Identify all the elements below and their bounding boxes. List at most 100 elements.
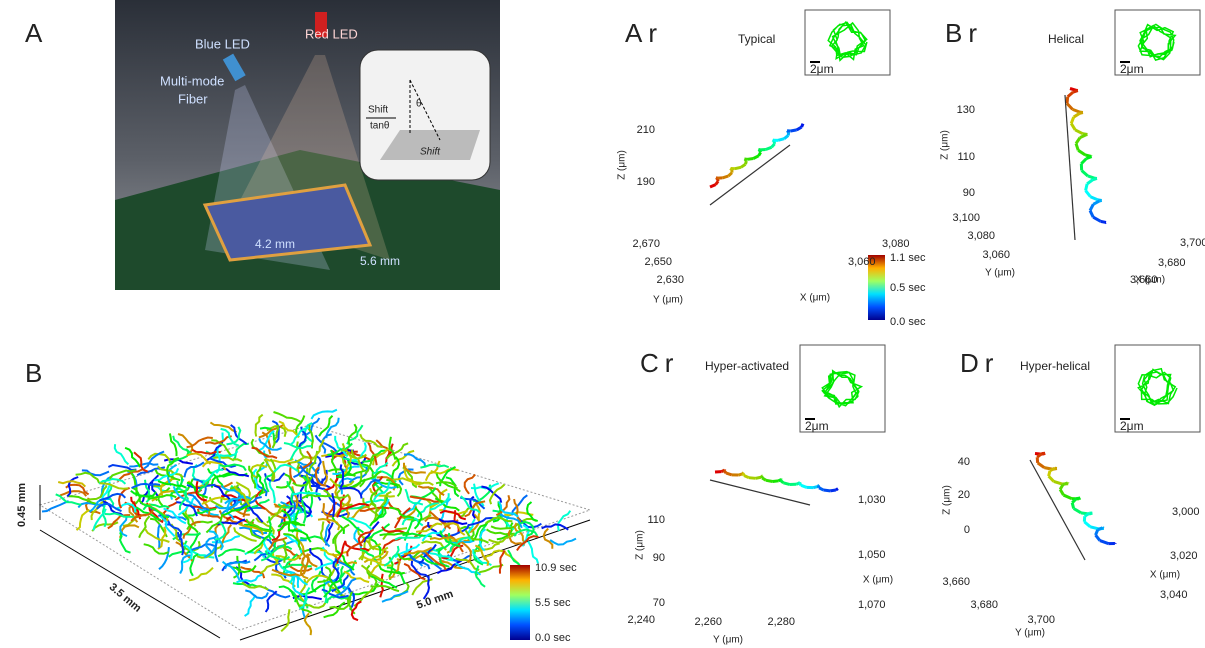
- tick-label: 2,670: [632, 238, 660, 250]
- panel-label: B: [25, 358, 48, 388]
- tick-label: 3,060: [982, 249, 1010, 261]
- tick-label: 2,650: [644, 256, 672, 268]
- track: [159, 547, 169, 569]
- trajectory: [1093, 201, 1099, 204]
- trajectory: [1099, 200, 1102, 201]
- tick-label: 3,100: [952, 212, 980, 224]
- colorbar-label: 0.0 sec: [535, 632, 571, 644]
- trajectory: [1054, 481, 1063, 484]
- trajectory: [1063, 495, 1071, 499]
- track: [87, 486, 107, 500]
- colorbar-label: 0.5 sec: [890, 282, 926, 294]
- trajectory: [735, 167, 741, 168]
- trajectory: [819, 488, 823, 490]
- track: [120, 525, 139, 537]
- track: [115, 444, 129, 464]
- label: Shift: [420, 147, 441, 158]
- axis-label: Y (μm): [1015, 628, 1045, 639]
- trajectory: [773, 481, 779, 482]
- dimension: 5.6 mm: [360, 254, 400, 268]
- trajectory: [762, 478, 766, 480]
- trajectory: [744, 476, 749, 478]
- tick-label: 2,280: [767, 616, 795, 628]
- trajectory: [1067, 97, 1068, 104]
- trajectory: [1076, 498, 1080, 499]
- tick-label: 3,660: [942, 576, 970, 588]
- track: [319, 416, 332, 437]
- axis-label: X (μm): [800, 293, 830, 304]
- trajectory: [724, 471, 726, 473]
- trajectory: [749, 478, 756, 479]
- trajectory: [722, 176, 728, 178]
- trajectory: [741, 164, 746, 167]
- tick-label: 1,030: [858, 494, 886, 506]
- trajectory: [1087, 180, 1093, 184]
- track: [265, 459, 293, 463]
- trajectory: [799, 483, 801, 485]
- trajectory: [1086, 184, 1088, 191]
- dimension: 4.2 mm: [255, 237, 295, 251]
- scale-label: 2μm: [810, 62, 834, 76]
- trajectory: [1078, 150, 1085, 155]
- track: [550, 539, 576, 545]
- trajectory: [772, 144, 775, 147]
- track: [544, 529, 553, 549]
- trajectory: [802, 124, 803, 127]
- trajectory: [1071, 124, 1075, 130]
- axis-label: X (μm): [1150, 570, 1180, 581]
- track: [528, 541, 538, 563]
- track: [382, 591, 408, 602]
- trajectory: [1080, 112, 1083, 113]
- trajectory: [766, 480, 773, 481]
- colorbar-label: 1.1 sec: [890, 252, 926, 264]
- tick-label: 20: [958, 489, 970, 501]
- track: [404, 454, 425, 467]
- trajectory: [797, 127, 802, 130]
- axis-label: Z (μm): [635, 530, 646, 560]
- trajectory: [1090, 211, 1093, 218]
- tick-label: 90: [653, 552, 665, 564]
- axis-label: Y (μm): [713, 635, 743, 646]
- trajectory: [1073, 91, 1078, 92]
- axis-label: Z (μm): [940, 130, 951, 160]
- panel-label: Cr: [640, 348, 679, 378]
- trajectory: [830, 490, 836, 491]
- trajectory: [743, 473, 744, 475]
- tick-label: 3,660: [1130, 274, 1158, 286]
- panel-title: Hyper-helical: [1020, 359, 1090, 373]
- tick-label: 40: [958, 456, 970, 468]
- trajectory: [1072, 503, 1073, 509]
- trajectory: [1049, 476, 1054, 481]
- schematic-art: [115, 0, 500, 290]
- colorbar-label: 5.5 sec: [535, 597, 571, 609]
- tick-label: 2,260: [694, 616, 722, 628]
- panel-label: A: [25, 18, 48, 48]
- track: [232, 444, 248, 461]
- tick-label: 70: [653, 597, 665, 609]
- tick-label: 210: [637, 124, 655, 136]
- trajectory: [1060, 489, 1063, 495]
- tick-label: 90: [963, 187, 975, 199]
- panel-title: Helical: [1048, 32, 1084, 46]
- trajectory: [1081, 159, 1086, 164]
- trajectory: [1074, 508, 1081, 512]
- trajectory: [818, 486, 819, 488]
- track: [67, 477, 78, 496]
- trajectory: [801, 485, 806, 487]
- label: Red LED: [305, 26, 358, 41]
- trajectory: [783, 483, 789, 485]
- track: [129, 463, 158, 466]
- trajectory: [1098, 528, 1103, 530]
- trajectory: [1093, 217, 1100, 221]
- trajectory: [823, 490, 830, 491]
- track: [256, 415, 263, 437]
- track: [42, 501, 69, 511]
- track: [131, 491, 156, 497]
- panel-label: Br: [945, 18, 983, 48]
- tick-label: 3,080: [882, 238, 910, 250]
- track: [259, 425, 284, 438]
- trajectory: [728, 173, 732, 176]
- tick-label: 3,680: [1158, 257, 1186, 269]
- label: Fiber: [178, 91, 208, 106]
- panel-label: Dr: [960, 348, 999, 378]
